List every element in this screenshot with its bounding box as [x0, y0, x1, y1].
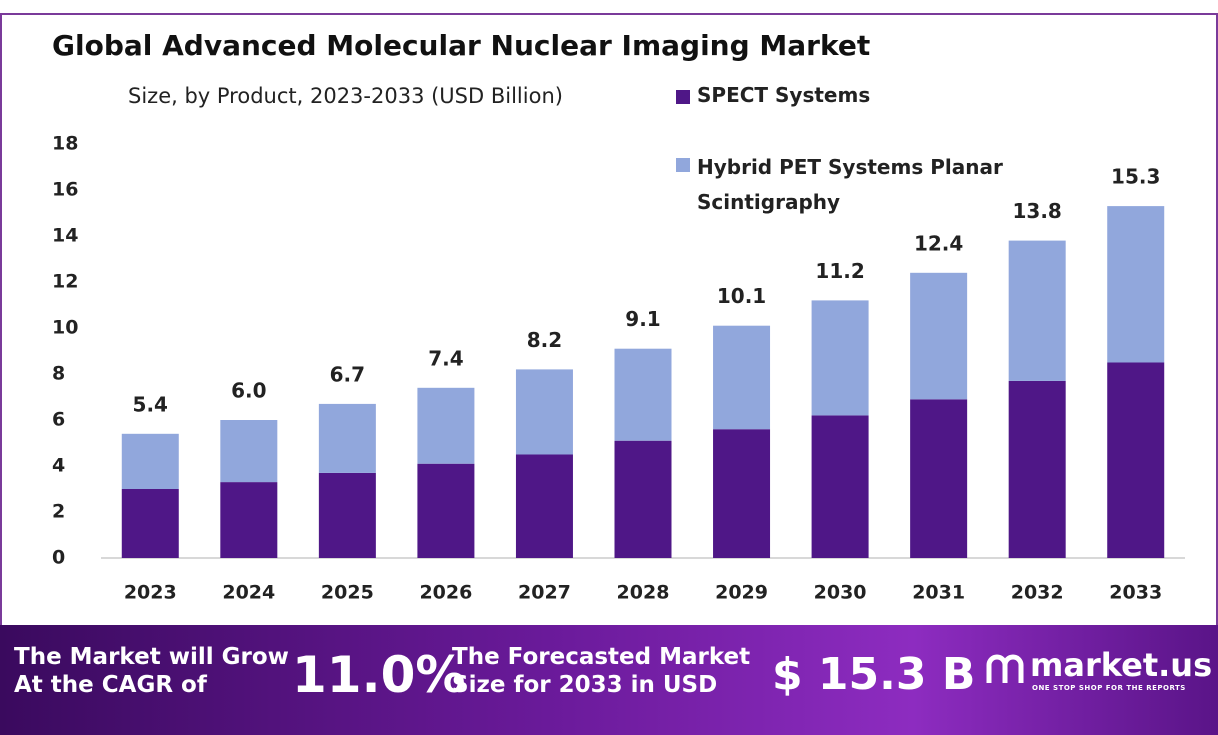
y-tick-label: 10	[52, 317, 78, 339]
cagr-text: The Market will Grow At the CAGR of	[14, 643, 289, 699]
line: Size for 2033 in USD	[452, 672, 718, 698]
y-tick-label: 2	[52, 501, 65, 523]
x-tick-label: 2026	[419, 582, 472, 604]
total-label: 15.3	[1111, 165, 1160, 189]
x-tick-label: 2033	[1109, 582, 1162, 604]
tagline: ONE STOP SHOP FOR THE REPORTS	[1032, 684, 1186, 692]
total-label: 11.2	[815, 259, 864, 283]
y-tick-label: 16	[52, 179, 78, 201]
bar-segment	[417, 463, 475, 558]
cagr-value: 11.0%	[292, 646, 466, 704]
total-label: 10.1	[717, 284, 766, 308]
bar-segment	[1008, 240, 1066, 381]
bar-segment	[121, 433, 179, 489]
total-label: 5.4	[133, 392, 168, 416]
y-tick-label: 14	[52, 225, 78, 247]
chart: Global Advanced Molecular Nuclear Imagin…	[0, 13, 1218, 625]
bar-segment	[1107, 362, 1165, 558]
legend-label: SPECT Systems	[697, 83, 871, 107]
bar-segment	[910, 272, 968, 400]
bar-segment	[811, 300, 869, 416]
bar-segment	[1107, 206, 1165, 363]
chart-subtitle: Size, by Product, 2023-2033 (USD Billion…	[128, 84, 563, 108]
footer-banner: The Market will Grow At the CAGR of 11.0…	[0, 625, 1218, 735]
y-tick-label: 8	[52, 363, 65, 385]
frame	[0, 13, 1218, 625]
y-tick-label: 6	[52, 409, 65, 431]
total-label: 9.1	[625, 307, 660, 331]
x-tick-label: 2031	[912, 582, 965, 604]
bar-segment	[713, 429, 771, 558]
forecast-text: The Forecasted Market Size for 2033 in U…	[452, 643, 750, 699]
bar-segment	[910, 399, 968, 558]
total-label: 8.2	[527, 328, 562, 352]
brand-icon	[986, 654, 1024, 683]
x-tick-label: 2023	[124, 582, 177, 604]
bar-segment	[1008, 380, 1066, 558]
chart-title: Global Advanced Molecular Nuclear Imagin…	[52, 29, 870, 62]
bar-segment	[614, 440, 672, 558]
x-tick-label: 2027	[518, 582, 571, 604]
bar-segment	[318, 403, 376, 473]
legend-label: Hybrid PET Systems Planar Scintigraphy	[697, 155, 1003, 214]
total-label: 13.8	[1013, 199, 1062, 223]
bar-segment	[614, 348, 672, 441]
bar-segment	[318, 472, 376, 558]
line: The Forecasted Market	[452, 644, 751, 670]
bar-segment	[220, 420, 278, 483]
y-tick-label: 4	[52, 455, 65, 477]
total-label: 7.4	[428, 346, 463, 370]
x-tick-label: 2032	[1011, 582, 1064, 604]
x-tick-label: 2029	[715, 582, 768, 604]
y-tick-label: 0	[52, 547, 65, 569]
x-tick-label: 2030	[814, 582, 867, 604]
bar-segment	[811, 415, 869, 558]
x-tick-label: 2025	[321, 582, 374, 604]
legend-swatch	[676, 90, 690, 104]
total-label: 12.4	[914, 231, 963, 255]
legend-swatch	[676, 158, 690, 172]
y-tick-label: 18	[52, 133, 78, 155]
total-label: 6.7	[330, 362, 365, 386]
line: At the CAGR of	[14, 672, 207, 698]
bar-segment	[220, 482, 278, 558]
x-tick-label: 2028	[617, 582, 670, 604]
x-tick-label: 2024	[222, 582, 275, 604]
bar-segment	[121, 489, 179, 558]
total-label: 6.0	[231, 379, 266, 403]
brand: market.us	[1030, 646, 1213, 684]
bar-segment	[515, 369, 573, 455]
bar-segment	[417, 387, 475, 464]
y-tick-label: 12	[52, 271, 78, 293]
bar-segment	[515, 454, 573, 558]
forecast-value: $ 15.3 B	[772, 649, 976, 700]
line: The Market will Grow	[14, 644, 289, 670]
bar-segment	[713, 325, 771, 430]
